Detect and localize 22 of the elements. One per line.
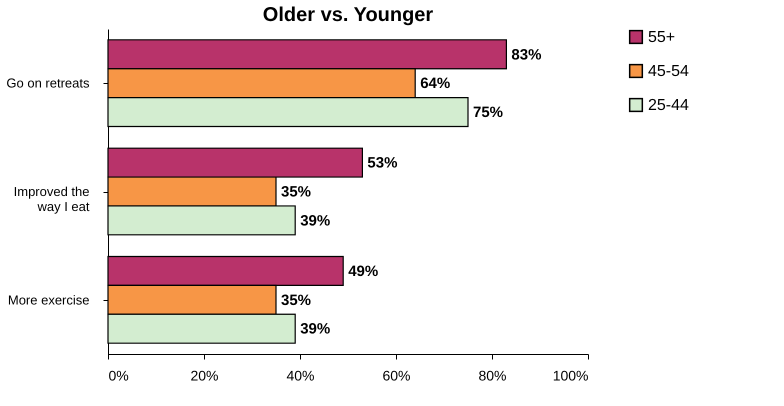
text: 64%: [420, 75, 450, 92]
x-tick-label: 0%: [108, 368, 129, 384]
x-tick-label: 80%: [478, 368, 507, 384]
text: 35%: [281, 292, 312, 309]
x-tick-label: 40%: [286, 368, 315, 384]
y-tick-label: Go on retreats: [6, 76, 90, 91]
x-tick-label: 20%: [190, 368, 219, 384]
x-tick-label: 100%: [552, 368, 588, 384]
text: 49%: [348, 262, 378, 280]
legend-label: 25-44: [648, 97, 690, 114]
text: 53%: [367, 154, 398, 172]
y-tick-label: More exercise: [8, 292, 90, 308]
legend-label: 45-54: [648, 63, 690, 80]
y-tick-label: Improved the way I eat: [14, 184, 90, 214]
chart-title: Older vs. Younger: [262, 4, 434, 26]
text: 39%: [300, 212, 330, 230]
legend-label: 55+: [648, 29, 676, 46]
text: 39%: [300, 320, 330, 338]
text: 35%: [281, 184, 312, 200]
text: 75%: [473, 104, 504, 122]
x-tick-label: 60%: [382, 368, 411, 384]
text: 83%: [511, 46, 542, 64]
